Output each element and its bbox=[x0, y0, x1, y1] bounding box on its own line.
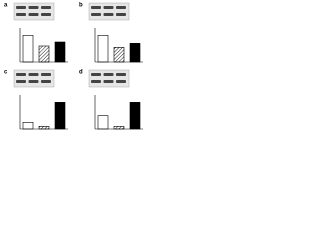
blot-background bbox=[13, 2, 55, 21]
bar bbox=[22, 35, 34, 63]
blot-band bbox=[41, 73, 51, 76]
blot-band bbox=[28, 6, 39, 9]
bar bbox=[54, 102, 66, 130]
blot-band bbox=[116, 6, 126, 9]
blot-background bbox=[13, 69, 55, 88]
bar bbox=[113, 47, 125, 63]
bar bbox=[97, 115, 109, 130]
blot-band bbox=[116, 73, 126, 76]
blot-band bbox=[41, 6, 51, 9]
blot-band bbox=[41, 13, 51, 16]
blot-background bbox=[88, 69, 130, 88]
blot-band bbox=[103, 6, 114, 9]
blot-band bbox=[116, 80, 126, 83]
panel-label: a bbox=[4, 3, 8, 9]
blot-band bbox=[16, 13, 26, 16]
blot-background bbox=[88, 2, 130, 21]
bar bbox=[97, 35, 109, 63]
bar bbox=[38, 126, 50, 130]
figure: a b c d bbox=[4, 2, 143, 130]
blot-band bbox=[16, 6, 26, 9]
bar bbox=[38, 45, 50, 63]
blot-band bbox=[91, 73, 101, 76]
bar bbox=[129, 102, 141, 130]
blot-band bbox=[103, 73, 114, 76]
panel-label: c bbox=[4, 70, 8, 76]
blot-band bbox=[41, 80, 51, 83]
blot-band bbox=[103, 13, 114, 16]
blot-band bbox=[28, 80, 39, 83]
blot-band bbox=[91, 13, 101, 16]
blot-band bbox=[28, 73, 39, 76]
blot-band bbox=[116, 13, 126, 16]
blot-band bbox=[28, 13, 39, 16]
blot-band bbox=[91, 6, 101, 9]
blot-band bbox=[91, 80, 101, 83]
blot-band bbox=[16, 80, 26, 83]
blot-band bbox=[103, 80, 114, 83]
blot-band bbox=[16, 73, 26, 76]
panel-label: b bbox=[79, 3, 83, 9]
bar bbox=[54, 41, 66, 63]
bar bbox=[113, 126, 125, 130]
bar bbox=[22, 122, 34, 130]
panel-label: d bbox=[79, 70, 83, 76]
bar bbox=[129, 43, 141, 63]
